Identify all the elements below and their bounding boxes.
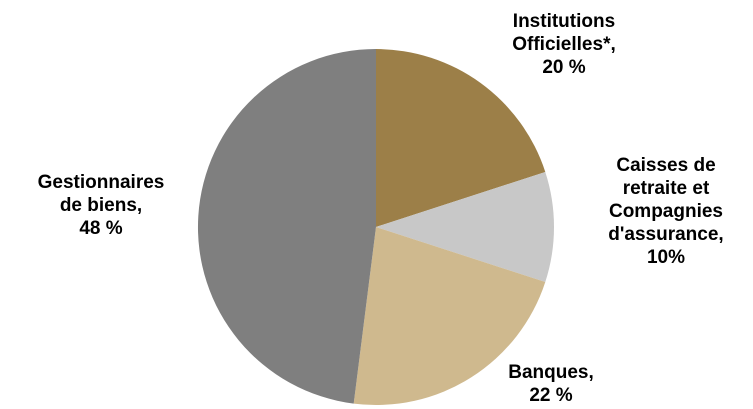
pie-label-1-line-0: Caisses de [616,155,715,176]
pie-label-2-line-0: Banques, [508,362,594,383]
pie-label-1: Caisses de retraite et Compagnies d'assuran… [608,155,723,268]
pie-label-0-line-2: 20 % [542,57,585,78]
pie-label-0-line-1: Officielles*, [512,34,616,55]
pie-slice-2 [353,227,546,406]
pie-label-3-line-0: Gestionnaires [38,172,165,193]
pie-slice-3 [197,49,376,404]
pie-label-1-line-2: Compagnies [609,201,723,222]
pie-label-1-line-3: d'assurance, [608,224,723,245]
pie-labels: Institutions Officielles*, 20 % Caisses de r… [38,11,724,406]
pie-label-0-line-0: Institutions [513,11,615,32]
pie-label-2: Banques, 22 % [508,362,594,406]
pie-label-3: Gestionnaires de biens, 48 % [38,172,165,239]
pie-label-0: Institutions Officielles*, 20 % [512,11,616,78]
pie-label-1-line-4: 10% [647,247,685,268]
pie-label-1-line-1: retraite et [623,178,710,199]
pie-slice-1 [376,171,555,283]
pie-label-3-line-1: de biens, [60,195,142,216]
pie-label-3-line-2: 48 % [79,218,122,239]
pie-label-2-line-1: 22 % [529,385,572,406]
pie-slice-0 [376,49,546,227]
pie-slices [197,49,555,406]
